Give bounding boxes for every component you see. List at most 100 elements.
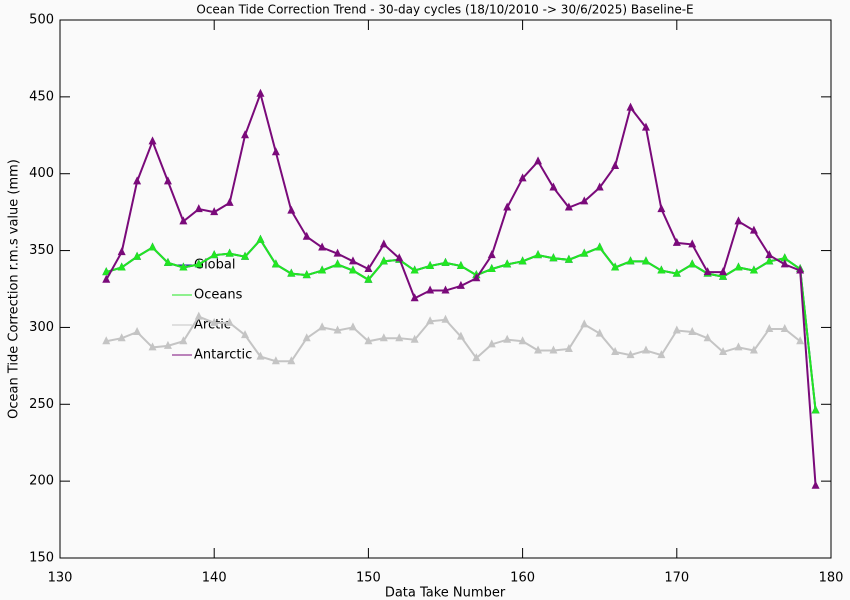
marker	[364, 264, 373, 273]
marker	[379, 333, 388, 342]
marker	[318, 322, 327, 331]
marker	[534, 345, 543, 354]
marker	[225, 317, 234, 326]
marker	[426, 260, 435, 269]
marker	[210, 250, 219, 259]
y-tick-label: 400	[29, 166, 54, 181]
marker	[811, 405, 820, 414]
marker	[503, 202, 512, 211]
marker	[487, 339, 496, 348]
marker	[456, 331, 465, 340]
marker	[549, 182, 558, 191]
marker	[641, 345, 650, 354]
y-tick-label: 500	[29, 13, 54, 28]
marker	[518, 173, 527, 182]
marker	[179, 336, 188, 345]
marker	[410, 265, 419, 274]
marker	[395, 253, 404, 262]
marker	[333, 259, 342, 268]
marker	[210, 207, 219, 216]
marker	[133, 327, 142, 336]
marker	[441, 285, 450, 294]
marker	[287, 268, 296, 277]
marker	[796, 336, 805, 345]
marker	[657, 204, 666, 213]
marker	[734, 216, 743, 225]
marker	[271, 147, 280, 156]
marker	[302, 231, 311, 240]
marker	[719, 271, 728, 280]
marker	[456, 260, 465, 269]
marker	[102, 336, 111, 345]
y-tick-label: 450	[29, 89, 54, 104]
marker	[426, 316, 435, 325]
marker	[518, 336, 527, 345]
marker	[549, 253, 558, 262]
marker	[611, 347, 620, 356]
marker	[271, 259, 280, 268]
marker	[580, 319, 589, 328]
marker	[719, 267, 728, 276]
marker	[194, 311, 203, 320]
marker	[580, 248, 589, 257]
y-axis-label: Ocean Tide Correction r.m.s value (mm)	[7, 159, 22, 419]
y-tick-label: 300	[29, 320, 54, 335]
marker	[749, 225, 758, 234]
marker	[241, 251, 250, 260]
marker	[256, 88, 265, 97]
marker	[765, 256, 774, 265]
marker	[133, 251, 142, 260]
marker	[672, 237, 681, 246]
marker	[611, 161, 620, 170]
marker	[163, 257, 172, 266]
marker	[379, 256, 388, 265]
marker	[256, 351, 265, 360]
marker	[503, 334, 512, 343]
marker	[472, 353, 481, 362]
marker	[626, 256, 635, 265]
marker	[734, 262, 743, 271]
marker	[703, 267, 712, 276]
marker	[734, 342, 743, 351]
marker	[626, 350, 635, 359]
marker	[117, 333, 126, 342]
marker	[256, 234, 265, 243]
marker	[379, 239, 388, 248]
marker	[333, 325, 342, 334]
marker	[333, 248, 342, 257]
marker	[348, 322, 357, 331]
marker	[179, 216, 188, 225]
marker	[796, 265, 805, 274]
marker	[564, 343, 573, 352]
marker	[441, 257, 450, 266]
marker	[580, 196, 589, 205]
marker	[595, 182, 604, 191]
series-line	[106, 315, 801, 363]
marker	[672, 268, 681, 277]
marker	[318, 265, 327, 274]
marker	[811, 480, 820, 489]
marker	[302, 333, 311, 342]
marker	[117, 247, 126, 256]
marker	[719, 347, 728, 356]
marker	[287, 205, 296, 214]
marker	[456, 280, 465, 289]
marker	[672, 325, 681, 334]
marker	[148, 136, 157, 145]
marker	[611, 262, 620, 271]
marker	[102, 274, 111, 283]
y-tick-label: 200	[29, 474, 54, 489]
marker	[749, 265, 758, 274]
x-axis-label: Data Take Number	[385, 586, 506, 600]
marker	[657, 265, 666, 274]
marker	[641, 122, 650, 131]
marker	[241, 130, 250, 139]
marker	[780, 253, 789, 262]
marker	[688, 327, 697, 336]
marker	[518, 256, 527, 265]
marker	[441, 314, 450, 323]
marker	[688, 239, 697, 248]
marker	[287, 356, 296, 365]
marker	[703, 333, 712, 342]
